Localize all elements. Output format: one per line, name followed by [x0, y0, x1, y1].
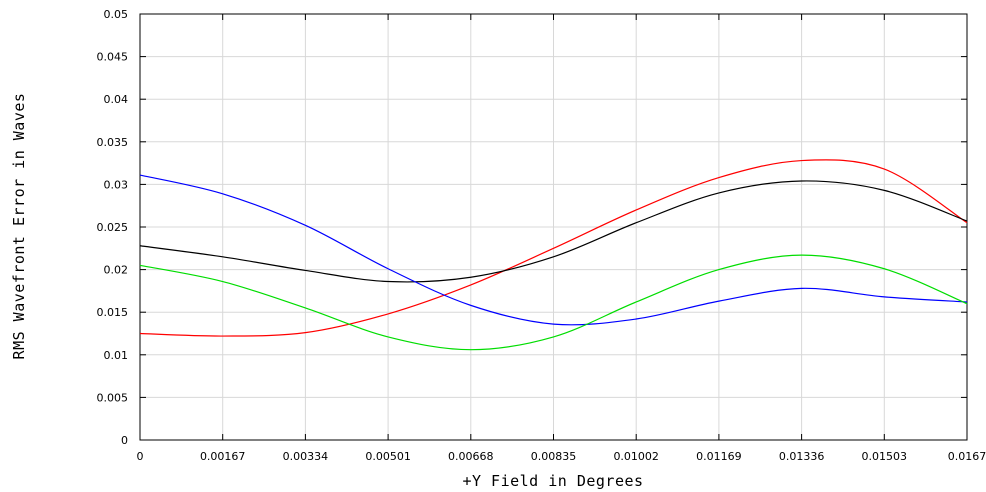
grid	[140, 14, 967, 440]
x-tick-label: 0.00501	[365, 450, 411, 463]
series-line-2	[139, 180, 968, 283]
x-tick-label: 0.0167	[948, 450, 986, 463]
y-axis-title: RMS Wavefront Error in Waves	[10, 93, 28, 360]
ticks	[139, 13, 968, 441]
y-tick-label: 0.01	[104, 349, 129, 362]
x-tick-label: 0.00668	[448, 450, 494, 463]
x-tick-label: 0.01336	[779, 450, 825, 463]
x-tick-label: 0.01169	[696, 450, 742, 463]
y-tick-label: 0.045	[97, 51, 129, 64]
x-tick-label: 0.01002	[613, 450, 659, 463]
x-tick-label: 0	[137, 450, 144, 463]
y-tick-label: 0.025	[97, 221, 129, 234]
y-tick-label: 0	[121, 434, 128, 447]
series-line-1	[139, 159, 968, 337]
y-tick-labels: 0 0.005 0.01 0.015 0.02 0.025 0.03 0.035 0.04 0.0…	[97, 8, 129, 447]
y-tick-label: 0.03	[104, 178, 129, 191]
y-tick-label: 0.02	[104, 264, 129, 277]
x-tick-label: 0.00167	[200, 450, 246, 463]
x-tick-label: 0.01503	[862, 450, 908, 463]
x-tick-label: 0.00334	[283, 450, 329, 463]
x-tick-label: 0.00835	[531, 450, 577, 463]
series-line-3	[139, 174, 968, 326]
y-tick-label: 0.04	[104, 93, 129, 106]
y-tick-label: 0.035	[97, 136, 129, 149]
y-tick-label: 0.015	[97, 306, 129, 319]
x-axis-title: +Y Field in Degrees	[462, 472, 643, 490]
y-tick-label: 0.005	[97, 391, 129, 404]
x-tick-labels: 0 0.00167 0.00334 0.00501 0.00668 0.00835 0.01…	[137, 450, 986, 463]
series-line-4	[139, 254, 968, 351]
series-lines	[139, 159, 968, 351]
y-tick-label: 0.05	[104, 8, 129, 21]
